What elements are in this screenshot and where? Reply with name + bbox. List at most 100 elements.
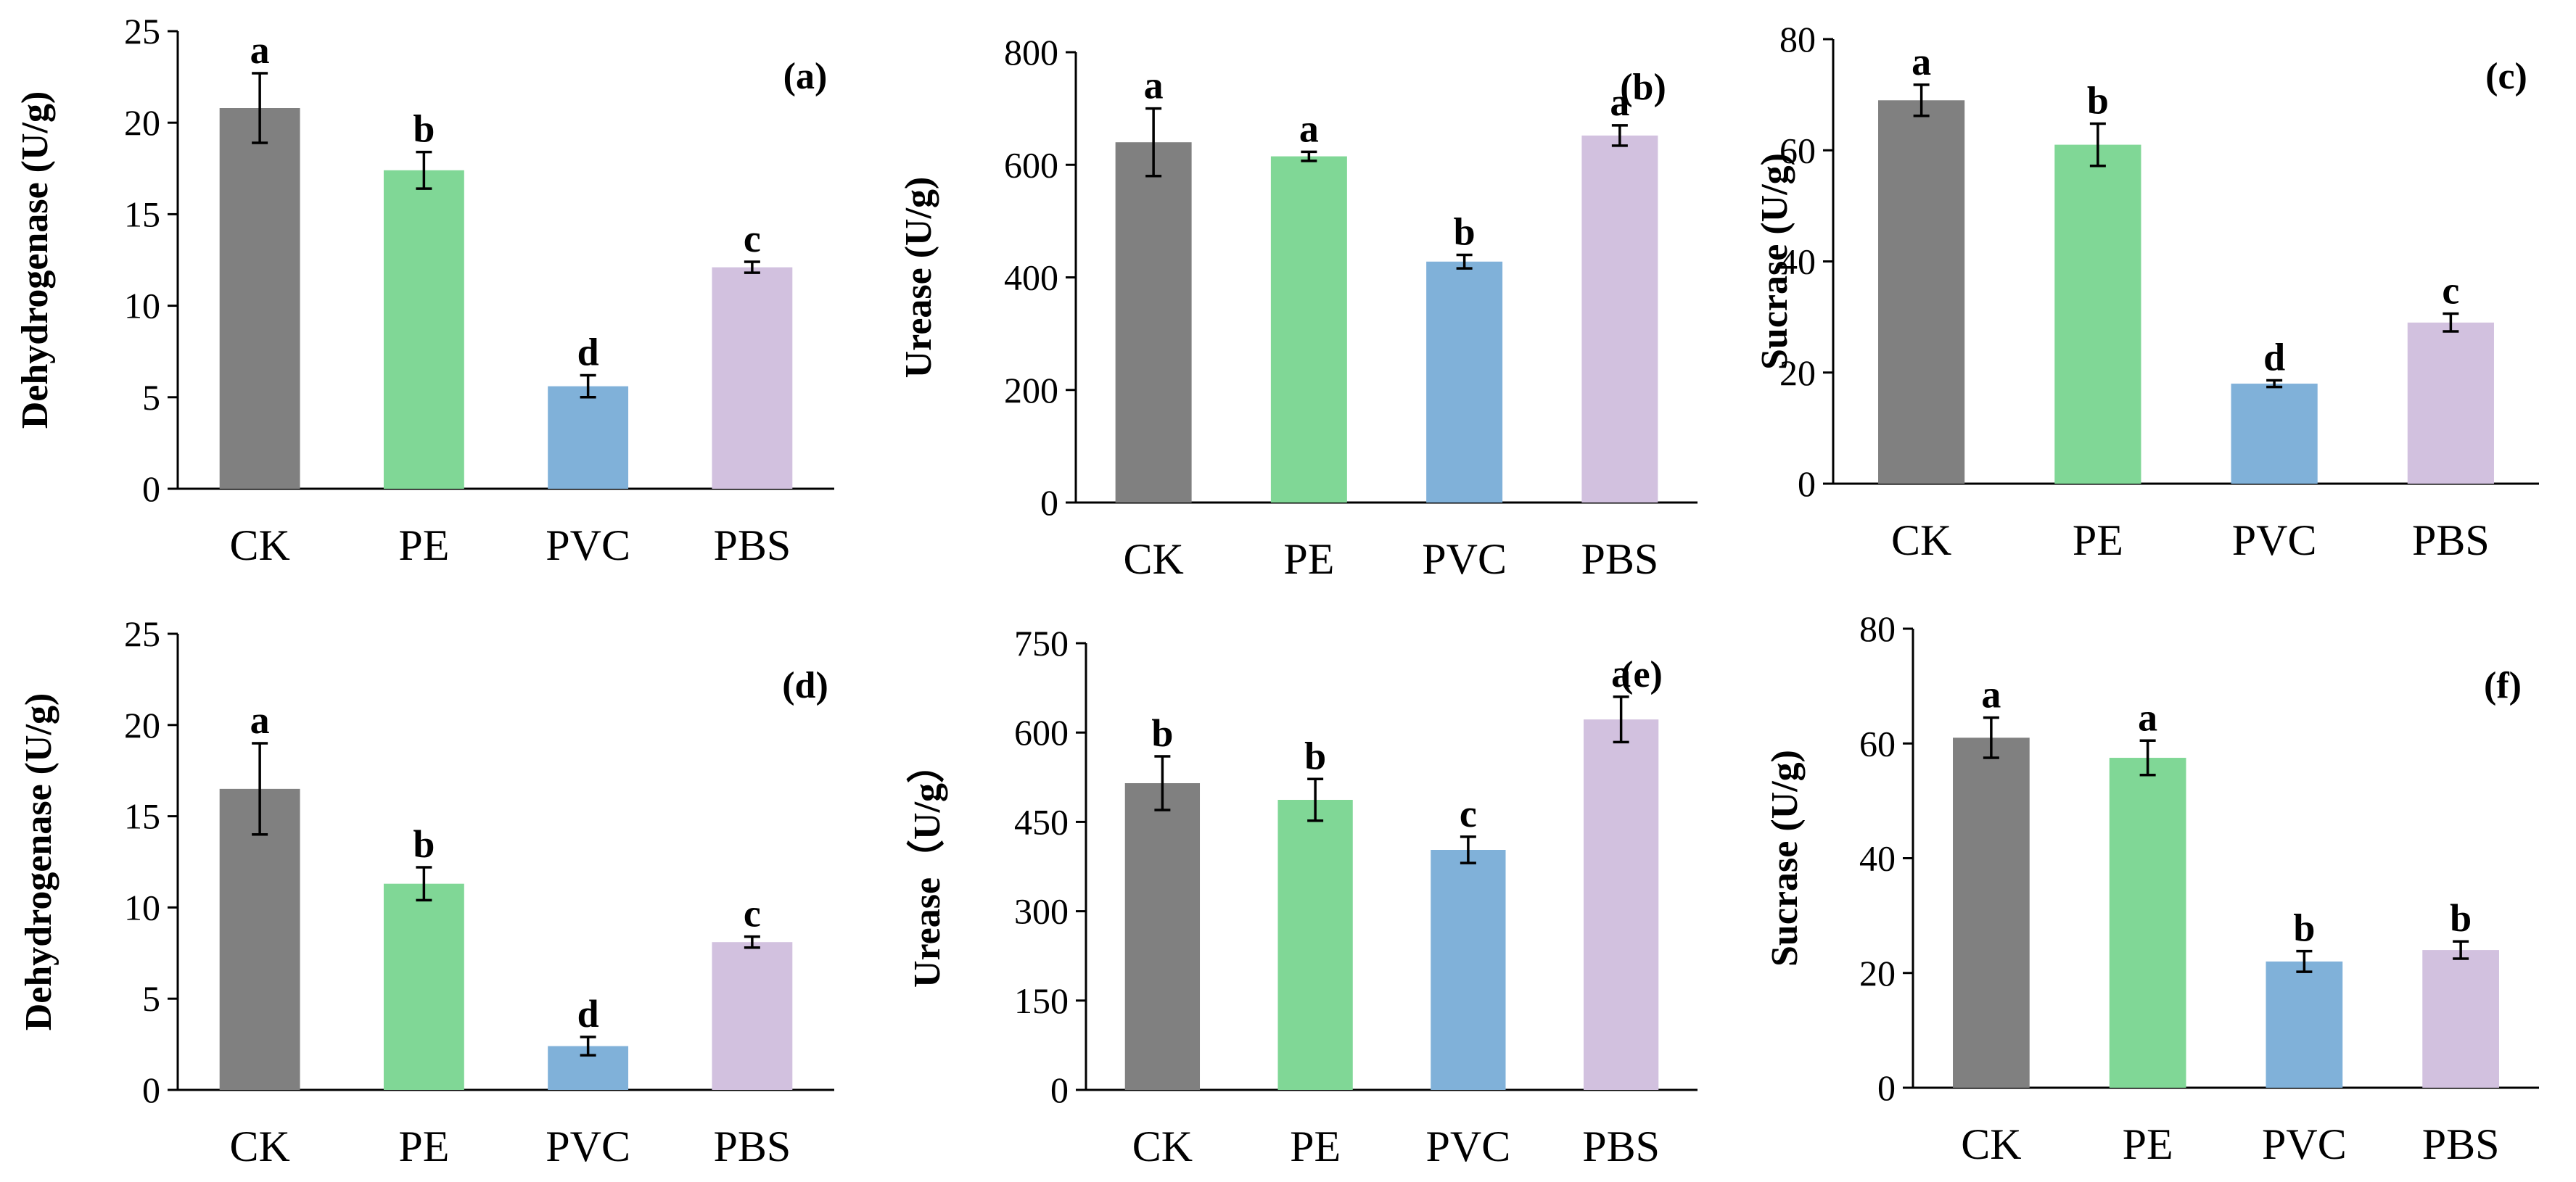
error-bar [744,935,760,949]
y-axis-label: Dehydrogenase (U/g) [18,693,59,1031]
x-category-label: PBS [2412,516,2490,564]
chart-panel-5: 0 150 300 450 600 750 Urease（U/g） b CK b PE c PVC a PB… [906,623,1698,1170]
x-category-label: PVC [2262,1120,2347,1168]
error-bar [1613,695,1629,744]
y-tick-label: 0 [1877,1067,1896,1108]
chart-panel-4: 0 5 10 15 20 25 Dehydrogenase (U/g) a CK b PE d PVC c… [18,613,834,1170]
x-category-label: PVC [2232,516,2317,564]
bar-pe [2054,144,2141,484]
bar-ck [1124,783,1201,1090]
significance-letter: a [1610,80,1629,124]
significance-letter: a [250,28,270,72]
x-category-label: PBS [713,521,791,569]
significance-letter: c [744,892,761,935]
y-tick-label: 60 [1859,723,1896,764]
error-bar [1145,107,1162,178]
significance-letter: d [2263,335,2285,379]
significance-letter: d [577,331,599,374]
significance-letter: b [2087,78,2109,122]
y-tick-label: 80 [1859,608,1896,649]
chart-panel-2: 0 200 400 600 800 Urease (U/g) a CK a PE b PVC a PBS (… [898,32,1698,583]
x-category-label: PE [1290,1123,1341,1170]
significance-letter: a [250,698,270,742]
error-bar [2266,379,2283,389]
y-tick-label: 0 [142,1070,160,1110]
y-tick-label: 750 [1014,623,1069,664]
y-tick-label: 20 [1859,953,1896,993]
y-tick-label: 20 [1779,352,1816,393]
significance-letter: b [2450,896,2472,940]
y-axis-label: Urease (U/g) [898,177,939,379]
y-tick-label: 15 [124,194,160,234]
bar-pe [2109,758,2186,1088]
bar-ck [219,108,300,489]
bar-pbs [712,942,793,1090]
significance-letter: b [1304,734,1326,777]
significance-letter: b [413,822,435,866]
y-tick-label: 400 [1004,257,1058,298]
error-bar [2139,739,2156,777]
significance-letter: a [2138,695,2157,739]
panel-label: (b) [1620,67,1666,108]
chart-panel-6: 0 20 40 60 80 Sucrase (U/g) a CK a PE b PVC b PBS (f) [1764,608,2539,1168]
y-tick-label: 20 [124,705,160,745]
significance-letter: a [1981,673,2001,716]
bar-ck [219,788,300,1090]
bar-pbs [2407,322,2494,484]
significance-letter: b [413,107,435,151]
bar-ck [1953,737,2030,1088]
error-bar [2089,122,2106,168]
x-category-label: PE [2123,1120,2173,1168]
bar-pbs [1583,719,1659,1090]
y-tick-label: 0 [142,468,160,509]
error-bar [2453,940,2469,960]
x-category-label: PE [398,1123,449,1170]
error-bar [580,1036,596,1057]
x-category-label: PE [2073,516,2123,564]
error-bar [1456,253,1473,270]
bar-pvc [2231,384,2318,484]
significance-letter: a [1912,40,1931,83]
x-category-label: PVC [1426,1123,1511,1170]
y-axis-label: Sucrase (U/g) [1754,153,1795,370]
x-category-label: PBS [1581,535,1658,583]
panel-label: (c) [2485,56,2527,97]
bar-pvc [1431,850,1506,1090]
significance-letter: a [1144,64,1164,107]
panel-label: (a) [783,56,828,97]
y-tick-label: 0 [1040,482,1058,523]
y-tick-label: 300 [1014,891,1069,932]
x-category-label: PBS [1582,1123,1660,1170]
y-tick-label: 25 [124,613,160,654]
error-bar [1983,716,1999,759]
bar-pvc [548,386,629,489]
significance-letter: b [2293,906,2315,950]
y-tick-label: 600 [1014,712,1069,753]
x-category-label: CK [1961,1120,2021,1168]
y-tick-label: 15 [124,796,160,837]
error-bar [1460,835,1476,864]
error-bar [580,373,596,399]
x-category-label: PBS [2422,1120,2500,1168]
x-category-label: PE [398,521,449,569]
y-tick-label: 800 [1004,32,1058,73]
y-tick-label: 40 [1779,241,1816,282]
error-bar [2296,949,2313,973]
error-bar [1301,150,1317,162]
y-tick-label: 25 [124,11,160,51]
x-category-label: PVC [1422,535,1507,583]
significance-letter: c [744,217,761,260]
y-tick-label: 20 [124,102,160,143]
error-bar [744,260,760,274]
y-tick-label: 5 [142,978,160,1019]
panel-label: (d) [782,665,828,706]
error-bar [1611,124,1628,147]
x-category-label: CK [1123,535,1183,583]
significance-letter: c [2442,269,2459,313]
error-bar [416,866,432,902]
x-category-label: CK [229,521,289,569]
error-bar [252,742,268,836]
bar-ck [1115,142,1192,503]
y-tick-label: 5 [142,377,160,418]
